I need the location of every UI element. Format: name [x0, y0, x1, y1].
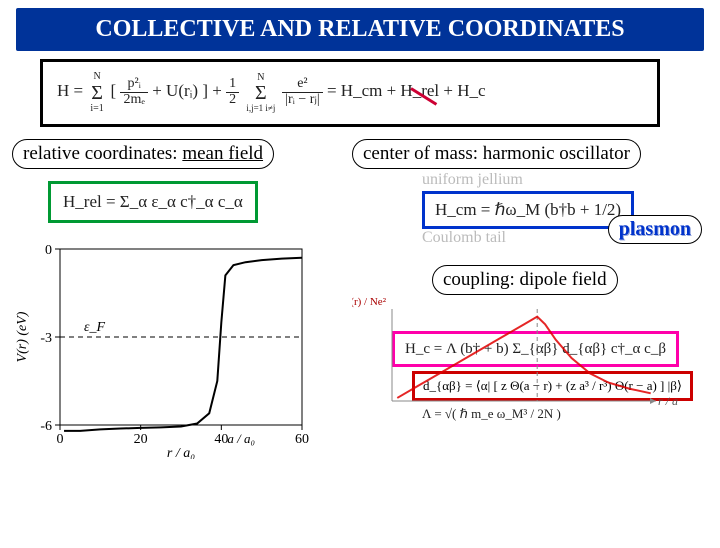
- hrel-formula: H_rel = Σ_α ε_α c†_α c_α: [63, 192, 243, 211]
- dipole-field-chart: dU(r) / Ne² r / a: [352, 291, 692, 431]
- hcm-formula: H_cm = ℏω_M (b†b + 1/2): [435, 200, 621, 219]
- svg-text:-3: -3: [40, 331, 52, 346]
- svg-text:ε_F: ε_F: [84, 320, 106, 335]
- hamiltonian-formula: H = N Σ i=1 [ p²ᵢ2mₑ + U(rᵢ) ] + 12 N Σ …: [57, 81, 486, 100]
- svg-text:0: 0: [45, 243, 52, 258]
- svg-text:-6: -6: [40, 419, 52, 434]
- svg-text:20: 20: [134, 432, 148, 447]
- h-prefix: H =: [57, 81, 87, 100]
- svg-text:r / a: r / a: [658, 394, 678, 408]
- potential-chart: 0 20 40 60 -6 -3 0 ε_Fa / a₀ V(r) (eV) r / a₀: [12, 239, 342, 464]
- row-jellium: uniform jellium: [422, 171, 708, 189]
- center-of-mass-bubble: center of mass: harmonic oscillator: [352, 139, 641, 169]
- sum2: N Σ i,j=1 i≠j: [243, 84, 282, 100]
- svg-text:dU(r) / Ne²: dU(r) / Ne²: [352, 296, 387, 308]
- bubble-pre: relative coordinates:: [23, 143, 182, 164]
- sum1: N Σ i=1: [87, 84, 110, 100]
- plasmon-bubble: plasmon: [608, 215, 702, 244]
- hcm-box: H_cm = ℏω_M (b†b + 1/2): [422, 191, 634, 229]
- slide-title: COLLECTIVE AND RELATIVE COORDINATES: [16, 8, 704, 51]
- hamiltonian-box: H = N Σ i=1 [ p²ᵢ2mₑ + U(rᵢ) ] + 12 N Σ …: [40, 59, 660, 127]
- hrel-box: H_rel = Σ_α ε_α c†_α c_α: [48, 181, 258, 223]
- svg-text:60: 60: [295, 432, 309, 447]
- bubble-underline: mean field: [182, 143, 263, 164]
- svg-text:a / a₀: a / a₀: [227, 431, 255, 446]
- svg-text:V(r) (eV): V(r) (eV): [15, 311, 30, 362]
- svg-text:40: 40: [214, 432, 228, 447]
- relative-coords-bubble: relative coordinates: mean field: [12, 139, 274, 169]
- svg-text:r / a₀: r / a₀: [167, 446, 195, 459]
- svg-text:0: 0: [57, 432, 64, 447]
